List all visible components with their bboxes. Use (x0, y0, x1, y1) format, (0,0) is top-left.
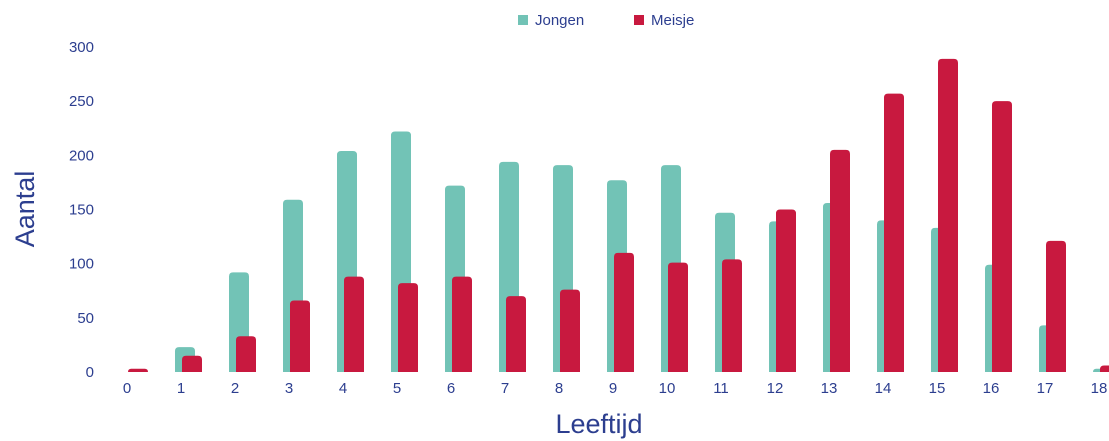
bar-meisje-14 (884, 93, 904, 372)
bar-meisje-8 (560, 289, 580, 372)
x-tick-label: 12 (767, 380, 784, 397)
y-tick-label: 250 (69, 93, 94, 110)
bar-meisje-9 (614, 252, 634, 372)
x-tick-label: 10 (659, 380, 676, 397)
bar-meisje-0 (128, 368, 148, 372)
bar-meisje-13 (830, 149, 850, 372)
x-tick-label: 17 (1037, 380, 1054, 397)
bar-meisje-15 (938, 58, 958, 373)
bar-meisje-7 (506, 296, 526, 372)
bar-meisje-12 (776, 209, 796, 372)
x-tick-label: 2 (231, 380, 239, 397)
bar-meisje-6 (452, 276, 472, 372)
legend-label-meisje: Meisje (651, 12, 694, 29)
bar-meisje-17 (1046, 240, 1066, 372)
legend-label-jongen: Jongen (535, 12, 584, 29)
bar-meisje-5 (398, 283, 418, 372)
legend-swatch-meisje (634, 15, 644, 25)
x-tick-label: 4 (339, 380, 347, 397)
x-tick-label: 7 (501, 380, 509, 397)
x-tick-label: 6 (447, 380, 455, 397)
bar-meisje-11 (722, 259, 742, 372)
legend: Jongen Meisje (518, 12, 694, 29)
bar-meisje-10 (668, 262, 688, 372)
legend-swatch-jongen (518, 15, 528, 25)
x-tick-label: 3 (285, 380, 293, 397)
bar-meisje-1 (182, 355, 202, 372)
x-tick-label: 5 (393, 380, 401, 397)
x-tick-label: 8 (555, 380, 563, 397)
x-tick-label: 1 (177, 380, 185, 397)
x-tick-label: 18 (1091, 380, 1108, 397)
y-tick-label: 0 (86, 364, 94, 381)
bar-meisje-18 (1100, 365, 1109, 372)
y-axis-title: Aantal (10, 171, 40, 248)
x-tick-label: 9 (609, 380, 617, 397)
bar-meisje-16 (992, 101, 1012, 373)
y-tick-label: 300 (69, 39, 94, 56)
y-tick-label: 50 (77, 310, 94, 327)
x-tick-label: 0 (123, 380, 131, 397)
bar-meisje-4 (344, 276, 364, 372)
x-tick-label: 14 (875, 380, 892, 397)
x-tick-label: 15 (929, 380, 946, 397)
x-tick-label: 11 (713, 380, 729, 397)
y-tick-label: 200 (69, 147, 94, 164)
x-axis-ticks: 0 1 2 3 4 5 6 7 8 9 10 11 12 13 14 15 16 17 18 (123, 380, 1108, 397)
bar-meisje-2 (236, 336, 256, 372)
x-tick-label: 13 (821, 380, 838, 397)
y-tick-label: 100 (69, 256, 94, 273)
y-tick-label: 150 (69, 202, 94, 219)
x-axis-title: Leeftijd (555, 409, 642, 439)
y-axis-ticks: 0 50 100 150 200 250 300 (69, 39, 94, 381)
bars (128, 58, 1109, 373)
bar-meisje-3 (290, 300, 310, 372)
x-tick-label: 16 (983, 380, 1000, 397)
